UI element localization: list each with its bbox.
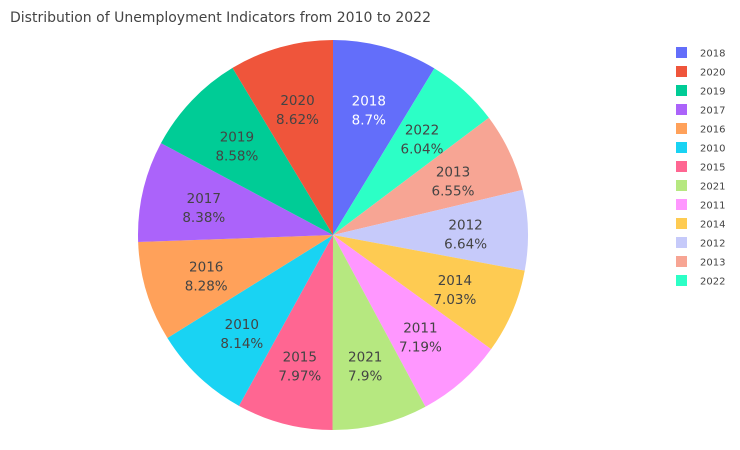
- pie-slice-2019[interactable]: [160, 67, 333, 236]
- legend-item-2018[interactable]: 2018: [676, 47, 725, 60]
- legend-swatch-2021: [676, 180, 687, 191]
- pie-slice-2018[interactable]: [333, 40, 435, 235]
- legend-swatch-2017: [676, 104, 687, 115]
- legend-label-2012: 2012: [700, 239, 725, 250]
- legend-swatch-2011: [676, 199, 687, 210]
- slice-percent-2019: 8.58%: [215, 149, 258, 165]
- legend-label-2013: 2013: [700, 258, 725, 269]
- legend-item-2022[interactable]: 2022: [676, 275, 725, 288]
- legend-item-2019[interactable]: 2019: [676, 85, 725, 98]
- legend-label-2021: 2021: [700, 182, 725, 193]
- slice-label-2020: 2020: [280, 93, 314, 109]
- slice-label-2021: 2021: [348, 350, 382, 366]
- pie-slice-2021[interactable]: [332, 235, 426, 431]
- slice-label-2016: 2016: [189, 260, 223, 276]
- slice-percent-2013: 6.55%: [432, 184, 475, 200]
- legend-label-2017: 2017: [700, 106, 725, 117]
- legend-item-2010[interactable]: 2010: [676, 142, 725, 155]
- legend-swatch-2016: [676, 123, 687, 134]
- slice-label-2015: 2015: [283, 349, 317, 365]
- slice-label-2013: 2013: [436, 165, 470, 181]
- slice-percent-2014: 7.03%: [433, 292, 476, 308]
- legend-item-2012[interactable]: 2012: [676, 237, 725, 250]
- slice-label-2012: 2012: [448, 218, 482, 234]
- legend-label-2016: 2016: [700, 125, 725, 136]
- legend-swatch-2019: [676, 85, 687, 96]
- legend-label-2015: 2015: [700, 163, 725, 174]
- legend-item-2016[interactable]: 2016: [676, 123, 725, 136]
- slice-percent-2010: 8.14%: [220, 336, 263, 352]
- slice-label-2019: 2019: [220, 130, 254, 146]
- pie-slices: [138, 40, 529, 431]
- slice-percent-2017: 8.38%: [182, 210, 225, 226]
- legend: 2018 2020 2019 2017 2016 2010 2015 2021 2011 2014…: [676, 47, 725, 288]
- legend-label-2020: 2020: [700, 68, 725, 79]
- chart-title: Distribution of Unemployment Indicators …: [10, 10, 431, 26]
- pie-slice-2011[interactable]: [333, 235, 492, 407]
- pie-slice-2016[interactable]: [138, 235, 333, 338]
- legend-label-2010: 2010: [700, 144, 725, 155]
- pie-slice-2020[interactable]: [232, 40, 333, 235]
- pie-slice-2015[interactable]: [238, 235, 333, 430]
- legend-item-2013[interactable]: 2013: [676, 256, 725, 269]
- legend-item-2021[interactable]: 2021: [676, 180, 725, 193]
- slice-label-2014: 2014: [438, 273, 472, 289]
- slice-label-2022: 2022: [405, 123, 439, 139]
- pie-slice-2010[interactable]: [167, 235, 333, 406]
- legend-item-2011[interactable]: 2011: [676, 199, 725, 212]
- pie-slice-2017[interactable]: [138, 143, 333, 243]
- legend-item-2014[interactable]: 2014: [676, 218, 725, 231]
- legend-swatch-2020: [676, 66, 687, 77]
- legend-swatch-2013: [676, 256, 687, 267]
- slice-percent-2021: 7.9%: [348, 369, 382, 385]
- slice-percent-2016: 8.28%: [185, 279, 228, 295]
- pie-slice-2012[interactable]: [333, 189, 529, 271]
- slice-percent-2012: 6.64%: [444, 237, 487, 253]
- legend-swatch-2018: [676, 47, 687, 58]
- pie-slice-labels: 2018 8.7% 2022 6.04% 2013 6.55% 2012 6.64% 2014 7…: [182, 93, 487, 384]
- legend-item-2020[interactable]: 2020: [676, 66, 725, 79]
- slice-percent-2018: 8.7%: [352, 112, 386, 128]
- legend-swatch-2010: [676, 142, 687, 153]
- legend-label-2011: 2011: [700, 201, 725, 212]
- slice-label-2011: 2011: [403, 321, 437, 337]
- slice-percent-2011: 7.19%: [399, 340, 442, 356]
- pie-slice-2022[interactable]: [333, 68, 489, 236]
- slice-label-2017: 2017: [187, 191, 221, 207]
- slice-label-2010: 2010: [225, 317, 259, 333]
- slice-percent-2020: 8.62%: [276, 112, 319, 128]
- legend-item-2017[interactable]: 2017: [676, 104, 725, 117]
- legend-label-2022: 2022: [700, 277, 725, 288]
- legend-swatch-2012: [676, 237, 687, 248]
- pie-slice-2014[interactable]: [333, 235, 525, 350]
- slice-percent-2022: 6.04%: [401, 142, 444, 158]
- slice-percent-2015: 7.97%: [278, 368, 321, 384]
- legend-swatch-2022: [676, 275, 687, 286]
- legend-label-2018: 2018: [700, 49, 725, 60]
- legend-swatch-2015: [676, 161, 687, 172]
- pie-slice-2013[interactable]: [333, 117, 523, 235]
- legend-label-2019: 2019: [700, 87, 725, 98]
- legend-item-2015[interactable]: 2015: [676, 161, 725, 174]
- slice-label-2018: 2018: [352, 93, 386, 109]
- legend-label-2014: 2014: [700, 220, 725, 231]
- legend-swatch-2014: [676, 218, 687, 229]
